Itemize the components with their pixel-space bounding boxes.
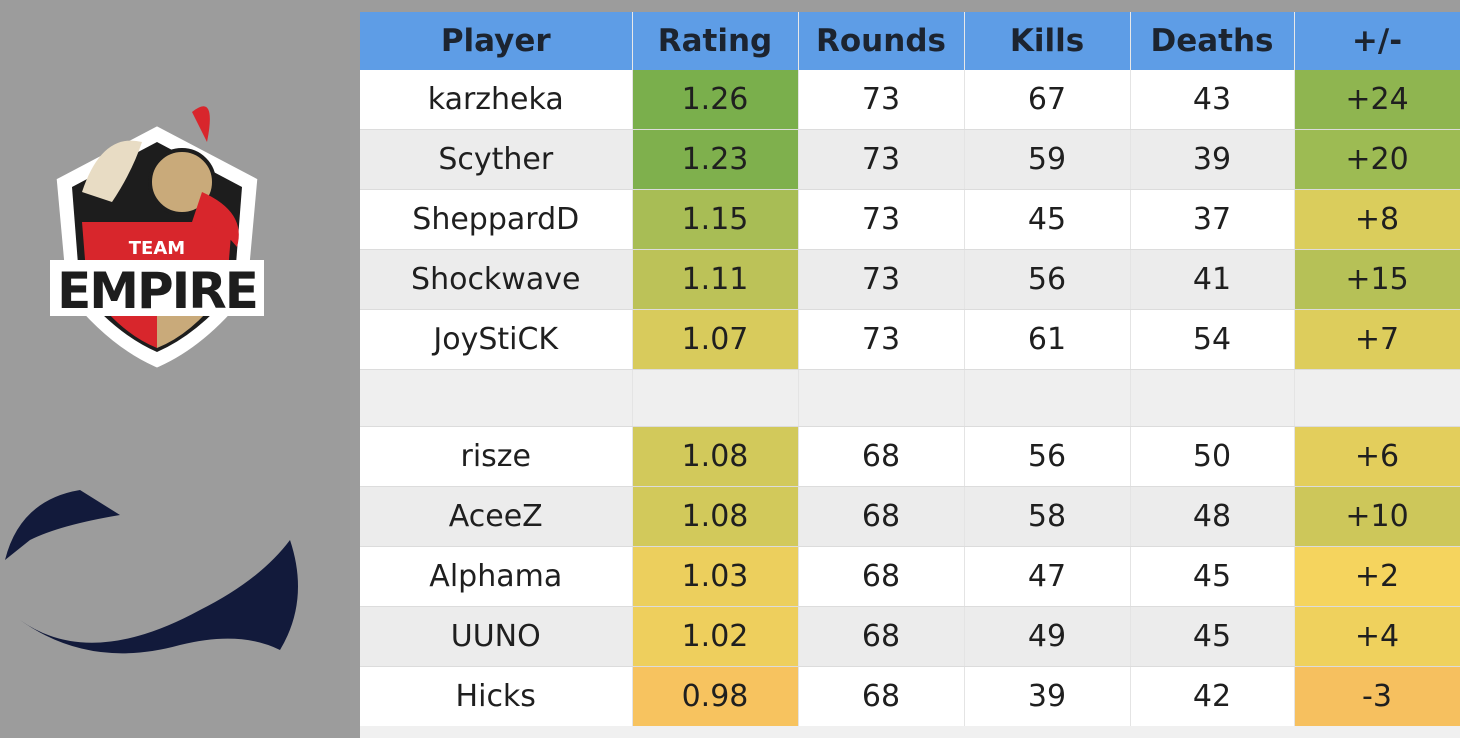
separator-cell (964, 369, 1131, 427)
cell-player: JoyStiCK (360, 309, 633, 370)
logo-team-text: TEAM (129, 238, 185, 259)
cell-player: Hicks (360, 666, 633, 727)
cell-diff: +24 (1294, 70, 1460, 130)
cell-deaths: 50 (1130, 426, 1295, 487)
table-header-row: Player Rating Rounds Kills Deaths +/- (360, 12, 1460, 70)
cell-diff: +4 (1294, 606, 1460, 667)
cell-player: SheppardD (360, 189, 633, 250)
table-row: JoyStiCK 1.07 73 61 54 +7 (360, 309, 1460, 370)
cell-deaths: 48 (1130, 486, 1295, 547)
separator-cell (798, 369, 965, 427)
team-empire-logo: TEAM EMPIRE (50, 106, 264, 368)
separator-cell (1130, 369, 1295, 427)
cell-rating: 1.11 (632, 249, 799, 310)
cell-kills: 56 (964, 249, 1131, 310)
team-separator-row (360, 369, 1460, 427)
cell-deaths: 45 (1130, 546, 1295, 607)
cell-kills: 39 (964, 666, 1131, 727)
cell-rounds: 73 (798, 309, 965, 370)
table-row: Scyther 1.23 73 59 39 +20 (360, 129, 1460, 190)
cell-kills: 56 (964, 426, 1131, 487)
cell-kills: 67 (964, 70, 1131, 130)
cell-player: UUNO (360, 606, 633, 667)
cell-rating: 1.03 (632, 546, 799, 607)
table-row: karzheka 1.26 73 67 43 +24 (360, 70, 1460, 130)
cell-rounds: 68 (798, 486, 965, 547)
header-rounds: Rounds (798, 12, 965, 70)
table-row: risze 1.08 68 56 50 +6 (360, 426, 1460, 487)
cell-rounds: 73 (798, 189, 965, 250)
cell-player: risze (360, 426, 633, 487)
cell-rounds: 68 (798, 666, 965, 727)
cell-diff: -3 (1294, 666, 1460, 727)
header-deaths: Deaths (1130, 12, 1295, 70)
cell-rounds: 68 (798, 546, 965, 607)
cell-diff: +10 (1294, 486, 1460, 547)
cell-kills: 61 (964, 309, 1131, 370)
cell-rounds: 68 (798, 426, 965, 487)
cell-player: Scyther (360, 129, 633, 190)
table-row: Alphama 1.03 68 47 45 +2 (360, 546, 1460, 607)
cell-deaths: 42 (1130, 666, 1295, 727)
cell-rounds: 73 (798, 70, 965, 130)
cell-kills: 45 (964, 189, 1131, 250)
logo-empire-text: EMPIRE (57, 262, 257, 320)
player-stats-table-area: Player Rating Rounds Kills Deaths +/- ka… (360, 12, 1460, 738)
cell-player: Alphama (360, 546, 633, 607)
header-kills: Kills (964, 12, 1131, 70)
cell-rounds: 73 (798, 249, 965, 310)
header-player: Player (360, 12, 633, 70)
cell-diff: +8 (1294, 189, 1460, 250)
table-row: Shockwave 1.11 73 56 41 +15 (360, 249, 1460, 310)
table-row: Hicks 0.98 68 39 42 -3 (360, 666, 1460, 727)
cell-kills: 58 (964, 486, 1131, 547)
cell-rating: 1.07 (632, 309, 799, 370)
team-wave-logo (5, 490, 298, 654)
cell-deaths: 43 (1130, 70, 1295, 130)
table-row: UUNO 1.02 68 49 45 +4 (360, 606, 1460, 667)
cell-deaths: 41 (1130, 249, 1295, 310)
cell-rounds: 68 (798, 606, 965, 667)
left-logo-panel: TEAM EMPIRE (0, 0, 360, 738)
table-row: AceeZ 1.08 68 58 48 +10 (360, 486, 1460, 547)
cell-diff: +6 (1294, 426, 1460, 487)
table-bottom-strip (360, 726, 1460, 738)
player-stats-table: Player Rating Rounds Kills Deaths +/- ka… (360, 12, 1460, 727)
cell-rating: 1.23 (632, 129, 799, 190)
cell-diff: +20 (1294, 129, 1460, 190)
cell-rating: 1.02 (632, 606, 799, 667)
cell-diff: +2 (1294, 546, 1460, 607)
cell-diff: +15 (1294, 249, 1460, 310)
cell-rating: 1.15 (632, 189, 799, 250)
cell-kills: 47 (964, 546, 1131, 607)
separator-cell (632, 369, 799, 427)
cell-player: AceeZ (360, 486, 633, 547)
separator-cell (360, 369, 633, 427)
cell-rating: 1.26 (632, 70, 799, 130)
separator-cell (1294, 369, 1460, 427)
cell-rating: 1.08 (632, 486, 799, 547)
cell-deaths: 39 (1130, 129, 1295, 190)
table-body: karzheka 1.26 73 67 43 +24 Scyther 1.23 73 59 39 +2… (360, 70, 1460, 727)
cell-deaths: 45 (1130, 606, 1295, 667)
cell-deaths: 54 (1130, 309, 1295, 370)
cell-kills: 49 (964, 606, 1131, 667)
table-row: SheppardD 1.15 73 45 37 +8 (360, 189, 1460, 250)
cell-diff: +7 (1294, 309, 1460, 370)
header-diff: +/- (1294, 12, 1460, 70)
header-rating: Rating (632, 12, 799, 70)
cell-rating: 1.08 (632, 426, 799, 487)
cell-rounds: 73 (798, 129, 965, 190)
cell-player: karzheka (360, 70, 633, 130)
cell-deaths: 37 (1130, 189, 1295, 250)
cell-rating: 0.98 (632, 666, 799, 727)
cell-player: Shockwave (360, 249, 633, 310)
cell-kills: 59 (964, 129, 1131, 190)
